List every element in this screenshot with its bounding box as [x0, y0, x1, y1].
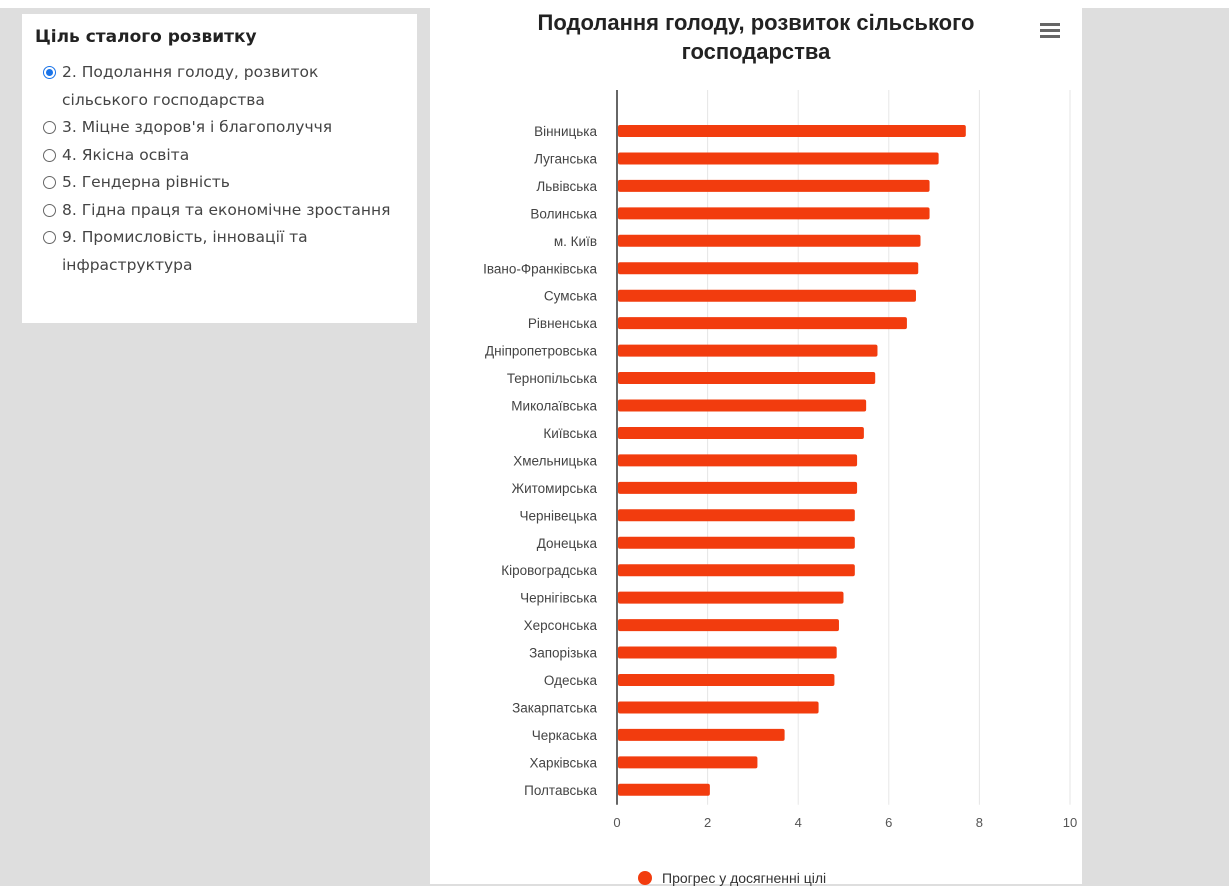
category-label: Вінницька: [534, 124, 597, 139]
goal-option-label: 4. Якісна освіта: [62, 145, 190, 164]
goal-filter-panel: Ціль сталого розвитку 2. Подолання голод…: [22, 14, 417, 323]
bar[interactable]: [618, 591, 844, 604]
goal-option[interactable]: 4. Якісна освіта: [35, 142, 407, 170]
category-label: Херсонська: [524, 618, 598, 633]
goal-option[interactable]: 9. Промисловість, інновації та інфрастру…: [35, 224, 407, 279]
bar[interactable]: [618, 289, 916, 302]
bar[interactable]: [618, 372, 876, 385]
goal-option-label: 9. Промисловість, інновації та інфрастру…: [62, 228, 308, 274]
category-label: Дніпропетровська: [485, 344, 597, 359]
category-label: Тернопільська: [507, 371, 598, 386]
bar[interactable]: [618, 234, 921, 247]
x-tick-label: 10: [1063, 815, 1077, 830]
bar[interactable]: [618, 619, 839, 632]
goal-option[interactable]: 2. Подолання голоду, розвиток сільського…: [35, 59, 407, 114]
goal-option[interactable]: 8. Гідна праця та економічне зростання: [35, 197, 407, 225]
bar[interactable]: [618, 783, 710, 796]
category-label: Полтавська: [524, 783, 597, 798]
hamburger-icon[interactable]: [1040, 23, 1060, 39]
bar[interactable]: [618, 125, 966, 137]
category-label: Київська: [543, 426, 597, 441]
bar[interactable]: [618, 481, 858, 494]
category-label: м. Київ: [554, 234, 597, 249]
bar[interactable]: [618, 317, 907, 330]
category-label: Хмельницька: [513, 453, 597, 468]
goal-option[interactable]: 3. Міцне здоров'я і благополуччя: [35, 114, 407, 142]
category-label: Донецька: [537, 536, 598, 551]
bar-chart: 0 2 4 6 8 10 Вінницька Луганська Львівська Волинс…: [483, 90, 1077, 830]
goal-option[interactable]: 5. Гендерна рівність: [35, 169, 407, 197]
bar[interactable]: [618, 728, 785, 741]
x-tick-label: 4: [795, 815, 802, 830]
panel-title: Ціль сталого розвитку: [35, 27, 257, 47]
legend[interactable]: Прогрес у досягненні цілі: [638, 870, 826, 886]
goal-option-label: 8. Гідна праця та економічне зростання: [62, 200, 391, 219]
goal-option-label: 5. Гендерна рівність: [62, 173, 230, 191]
radio-button[interactable]: [43, 66, 56, 79]
x-tick-label: 2: [704, 815, 711, 830]
category-label: Харківська: [530, 755, 598, 770]
bar[interactable]: [618, 756, 758, 769]
chart-card: Подолання голоду, розвиток сільського го…: [430, 8, 1082, 886]
bar[interactable]: [618, 564, 855, 577]
x-tick-label: 0: [613, 815, 620, 830]
bar[interactable]: [618, 536, 855, 549]
bar[interactable]: [618, 152, 939, 165]
category-label: Волинська: [530, 206, 597, 221]
bar[interactable]: [618, 674, 835, 686]
category-label: Кіровоградська: [501, 563, 597, 578]
category-label: Івано-Франківська: [483, 261, 597, 276]
chart-title: Подолання голоду, розвиток сільського го…: [537, 10, 975, 64]
category-label: Луганська: [534, 151, 597, 166]
category-label: Сумська: [544, 289, 598, 304]
category-label: Житомирська: [512, 481, 598, 496]
bar[interactable]: [618, 646, 837, 659]
category-label: Львівська: [536, 179, 597, 194]
goal-option-label: 2. Подолання голоду, розвиток сільського…: [62, 63, 319, 109]
x-tick-label: 6: [885, 815, 892, 830]
category-label: Одеська: [544, 673, 598, 688]
bar[interactable]: [618, 344, 878, 357]
bar[interactable]: [618, 454, 858, 467]
radio-button[interactable]: [43, 176, 56, 189]
bar[interactable]: [618, 262, 919, 275]
radio-button[interactable]: [43, 121, 56, 134]
legend-label: Прогрес у досягненні цілі: [662, 870, 827, 886]
bar[interactable]: [618, 399, 867, 412]
radio-button[interactable]: [43, 148, 56, 162]
x-tick-label: 8: [976, 815, 983, 830]
bar[interactable]: [618, 426, 864, 439]
category-label: Черкаська: [532, 728, 598, 743]
category-label: Чернівецька: [520, 508, 598, 523]
top-strip: [0, 0, 1229, 8]
category-label: Запорізька: [529, 646, 597, 661]
bar[interactable]: [618, 179, 930, 192]
bar[interactable]: [618, 509, 855, 522]
radio-button[interactable]: [43, 231, 56, 244]
radio-button[interactable]: [43, 203, 56, 217]
legend-dot-icon: [638, 871, 652, 885]
bar[interactable]: [618, 207, 930, 220]
bar[interactable]: [618, 701, 819, 714]
goal-option-label: 3. Міцне здоров'я і благополуччя: [62, 118, 333, 136]
category-label: Миколаївська: [511, 399, 597, 414]
category-label: Чернігівська: [520, 591, 597, 606]
category-label: Рівненська: [528, 316, 598, 331]
category-label: Закарпатська: [512, 700, 597, 715]
